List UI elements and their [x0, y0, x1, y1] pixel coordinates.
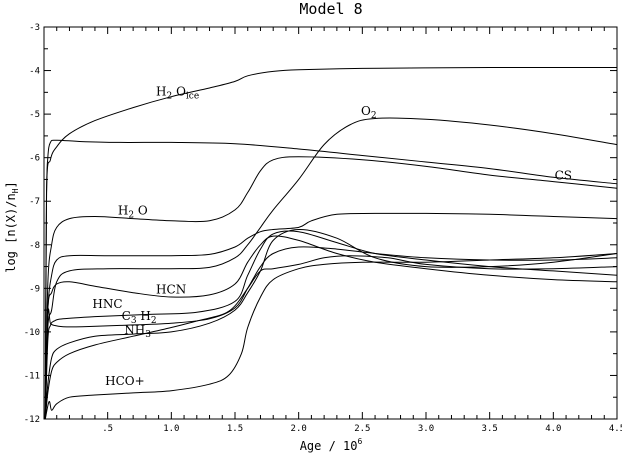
x-tick-label: 3.5: [482, 424, 498, 434]
series-line-h2o: [44, 156, 618, 420]
x-tick-label: 1.0: [163, 424, 179, 434]
chart-title: Model 8: [299, 0, 362, 18]
x-tick-label: 4.0: [545, 424, 561, 434]
series-line-hcn: [44, 235, 618, 420]
x-tick-label: 3.0: [418, 424, 434, 434]
y-axis-label-subscript: H: [11, 188, 20, 193]
series-line-cs: [44, 139, 618, 420]
series-line-c3h2: [44, 246, 618, 420]
series-line-h2oice: [44, 66, 617, 420]
series-curves: [44, 66, 618, 420]
axis-ticks: -3 -4 -5 -6 -7 -8 -9 -10 -11 -12 .5 1.0 1.5 2.0 2.5 3.0…: [24, 23, 622, 434]
y-tick-label: -11: [24, 371, 40, 381]
series-label: O2: [361, 104, 377, 121]
x-tick-label: 2.5: [354, 424, 370, 434]
series-line-nh3: [44, 228, 618, 420]
series-label: C3 H2: [122, 309, 157, 326]
x-tick-label: 4.5: [609, 424, 622, 434]
series-label: HCN: [156, 283, 186, 297]
svg-text:Age / 106: Age / 106: [300, 437, 363, 453]
x-axis-label-main: Age / 10: [300, 439, 358, 453]
series-label: HNC: [92, 297, 122, 311]
y-tick-label: -12: [24, 415, 40, 425]
series-line-5: [44, 212, 618, 420]
y-tick-label: -9: [29, 284, 40, 294]
y-axis-label-end: ]: [4, 181, 18, 188]
y-tick-label: -6: [29, 154, 40, 164]
x-tick-label: 1.5: [227, 424, 243, 434]
svg-text:log [n(X)/nH]: log [n(X)/nH]: [4, 181, 20, 273]
y-axis-label: log [n(X)/nH]: [4, 181, 20, 273]
series-label: H2 Oice: [156, 84, 199, 101]
x-tick-label: 2.0: [291, 424, 307, 434]
x-axis-label: Age / 106: [300, 437, 363, 453]
y-tick-label: -5: [29, 110, 40, 120]
y-axis-label-main: log [n(X)/n: [4, 193, 18, 272]
series-line-hco-: [44, 253, 618, 420]
series-line-o2: [44, 117, 618, 420]
plot-frame: [43, 26, 618, 420]
series-label: H2 O: [118, 203, 148, 220]
series-label: HCO+: [105, 374, 145, 388]
series-line-10: [44, 255, 618, 420]
y-tick-label: -8: [29, 241, 40, 251]
x-axis-label-exponent: 6: [357, 437, 362, 446]
x-tick-label: .5: [102, 424, 113, 434]
y-tick-label: -4: [29, 67, 40, 77]
y-tick-label: -7: [29, 197, 40, 207]
series-line-hnc: [44, 230, 618, 420]
y-tick-label: -3: [29, 23, 40, 33]
series-label: NH3: [124, 323, 151, 340]
y-tick-label: -10: [24, 328, 40, 338]
series-label: CS: [555, 168, 572, 182]
